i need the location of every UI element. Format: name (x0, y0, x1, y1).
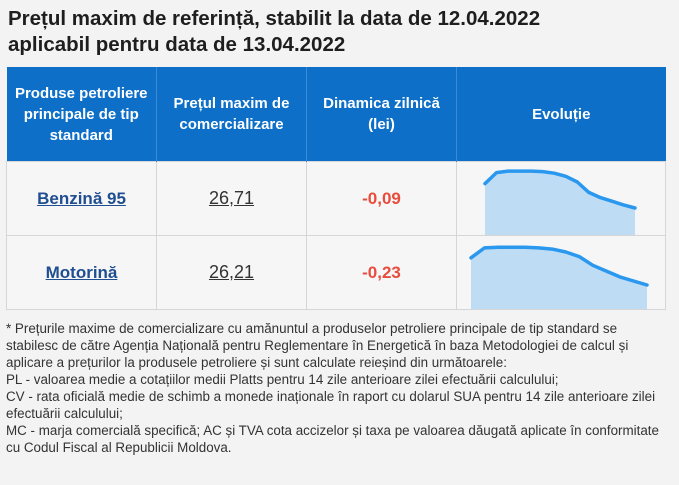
footnote-pl: PL - valoarea medie a cotațiilor medii P… (6, 372, 559, 387)
title-line-1: Prețul maxim de referință, stabilit la d… (8, 7, 541, 30)
page-title: Prețul maxim de referință, stabilit la d… (8, 6, 668, 58)
footnote-cv: CV - rata oficială medie de schimb a mon… (6, 389, 656, 421)
product-cell: Motorină (6, 235, 157, 310)
price-cell: 26,21 (156, 235, 307, 310)
price-cell: 26,71 (156, 161, 307, 236)
product-link-benzina-95[interactable]: Benzină 95 (37, 188, 126, 208)
trend-area (485, 170, 635, 235)
header-trend: Evoluție (456, 67, 666, 162)
header-product: Produse petroliere principale de tip sta… (6, 67, 157, 162)
header-price: Prețul maxim de comercializare (156, 67, 307, 162)
table-header-row: Produse petroliere principale de tip sta… (6, 67, 666, 162)
footnote-mc: MC - marja comercială specifică; AC și T… (6, 423, 659, 455)
product-cell: Benzină 95 (6, 161, 157, 236)
daily-change-value: -0,23 (362, 262, 401, 282)
trend-sparkline (483, 168, 637, 235)
table-row-benzina: Benzină 95 26,71 -0,09 (6, 161, 666, 236)
table-row-motorina: Motorină 26,21 -0,23 (6, 235, 666, 310)
trend-cell (456, 235, 666, 310)
footnotes: * Prețurile maxime de comercializare cu … (6, 320, 671, 456)
trend-line (483, 168, 637, 210)
trend-line (469, 245, 649, 287)
header-change: Dinamica zilnică (lei) (306, 67, 457, 162)
footnote-intro: * Prețurile maxime de comercializare cu … (6, 321, 629, 370)
trend-area (471, 246, 647, 309)
daily-change-value: -0,09 (362, 188, 401, 208)
price-value[interactable]: 26,71 (208, 188, 255, 208)
price-value[interactable]: 26,21 (208, 262, 255, 282)
price-table: Produse petroliere principale de tip sta… (6, 67, 666, 310)
change-cell: -0,09 (306, 161, 457, 236)
title-line-2: aplicabil pentru data de 13.04.2022 (8, 33, 346, 56)
change-cell: -0,23 (306, 235, 457, 310)
trend-cell (456, 161, 666, 236)
product-link-motorina[interactable]: Motorină (45, 262, 118, 282)
trend-sparkline (469, 245, 649, 309)
